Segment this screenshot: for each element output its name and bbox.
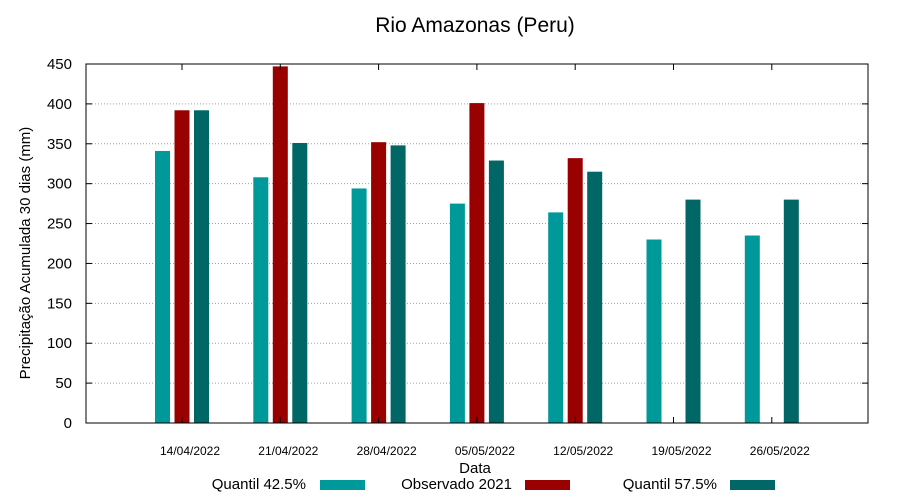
- bar-3-4: [488, 160, 504, 423]
- legend-swatch-2: [525, 480, 570, 490]
- y-tick-label: 200: [47, 255, 72, 272]
- bar-2-2: [272, 66, 288, 423]
- x-tick-label: 28/04/2022: [357, 444, 417, 458]
- chart-title: Rio Amazonas (Peru): [375, 14, 575, 37]
- y-tick-label: 450: [47, 56, 72, 73]
- y-tick-labels: 0 50 100 150 200 250 300 350 400 450: [47, 56, 868, 432]
- legend-label-1: Quantil 42.5%: [212, 476, 306, 493]
- y-tick-label: 250: [47, 216, 72, 233]
- bar-1-1: [155, 150, 170, 424]
- bar-3-1: [194, 110, 209, 423]
- y-tick-label: 100: [47, 335, 72, 352]
- x-tick-label: 05/05/2022: [455, 444, 515, 458]
- bar-3-2: [292, 142, 308, 424]
- y-tick-label: 400: [47, 96, 72, 113]
- y-tick-label: 150: [47, 295, 72, 312]
- bar-1-3: [351, 188, 367, 423]
- legend-label-3: Quantil 57.5%: [623, 476, 717, 493]
- bar-1-4: [449, 203, 465, 423]
- bar-2-5: [567, 158, 583, 424]
- legend: Quantil 42.5% Observado 2021 Quantil 57.5%: [212, 476, 775, 493]
- bar-3-6: [685, 199, 701, 423]
- y-tick-label: 350: [47, 136, 72, 153]
- bar-2-3: [371, 142, 387, 423]
- x-tick-label: 26/05/2022: [750, 444, 810, 458]
- bar-3-5: [587, 171, 603, 423]
- x-tick-labels: 14/04/2022 21/04/2022 28/04/2022 05/05/2022…: [160, 64, 810, 458]
- bar-1-7: [744, 235, 760, 423]
- bar-1-6: [646, 239, 662, 423]
- x-tick-label: 14/04/2022: [160, 444, 220, 458]
- legend-swatch-3: [730, 480, 775, 490]
- bars: [155, 66, 799, 424]
- x-tick-label: 21/04/2022: [258, 444, 318, 458]
- bar-2-1: [174, 110, 190, 423]
- legend-swatch-1: [320, 480, 365, 490]
- x-axis-label: Data: [459, 460, 491, 477]
- y-axis-label: Precipitação Acumulada 30 dias (mm): [17, 127, 34, 380]
- x-tick-label: 12/05/2022: [553, 444, 613, 458]
- bar-2-4: [469, 103, 485, 423]
- y-tick-label: 50: [55, 375, 72, 392]
- y-tick-label: 300: [47, 176, 72, 193]
- bar-3-3: [390, 145, 406, 423]
- bar-3-7: [783, 199, 799, 423]
- bar-1-2: [253, 177, 269, 423]
- x-tick-label: 19/05/2022: [651, 444, 711, 458]
- legend-label-2: Observado 2021: [401, 476, 512, 493]
- bar-1-5: [548, 212, 564, 423]
- y-tick-label: 0: [64, 415, 72, 432]
